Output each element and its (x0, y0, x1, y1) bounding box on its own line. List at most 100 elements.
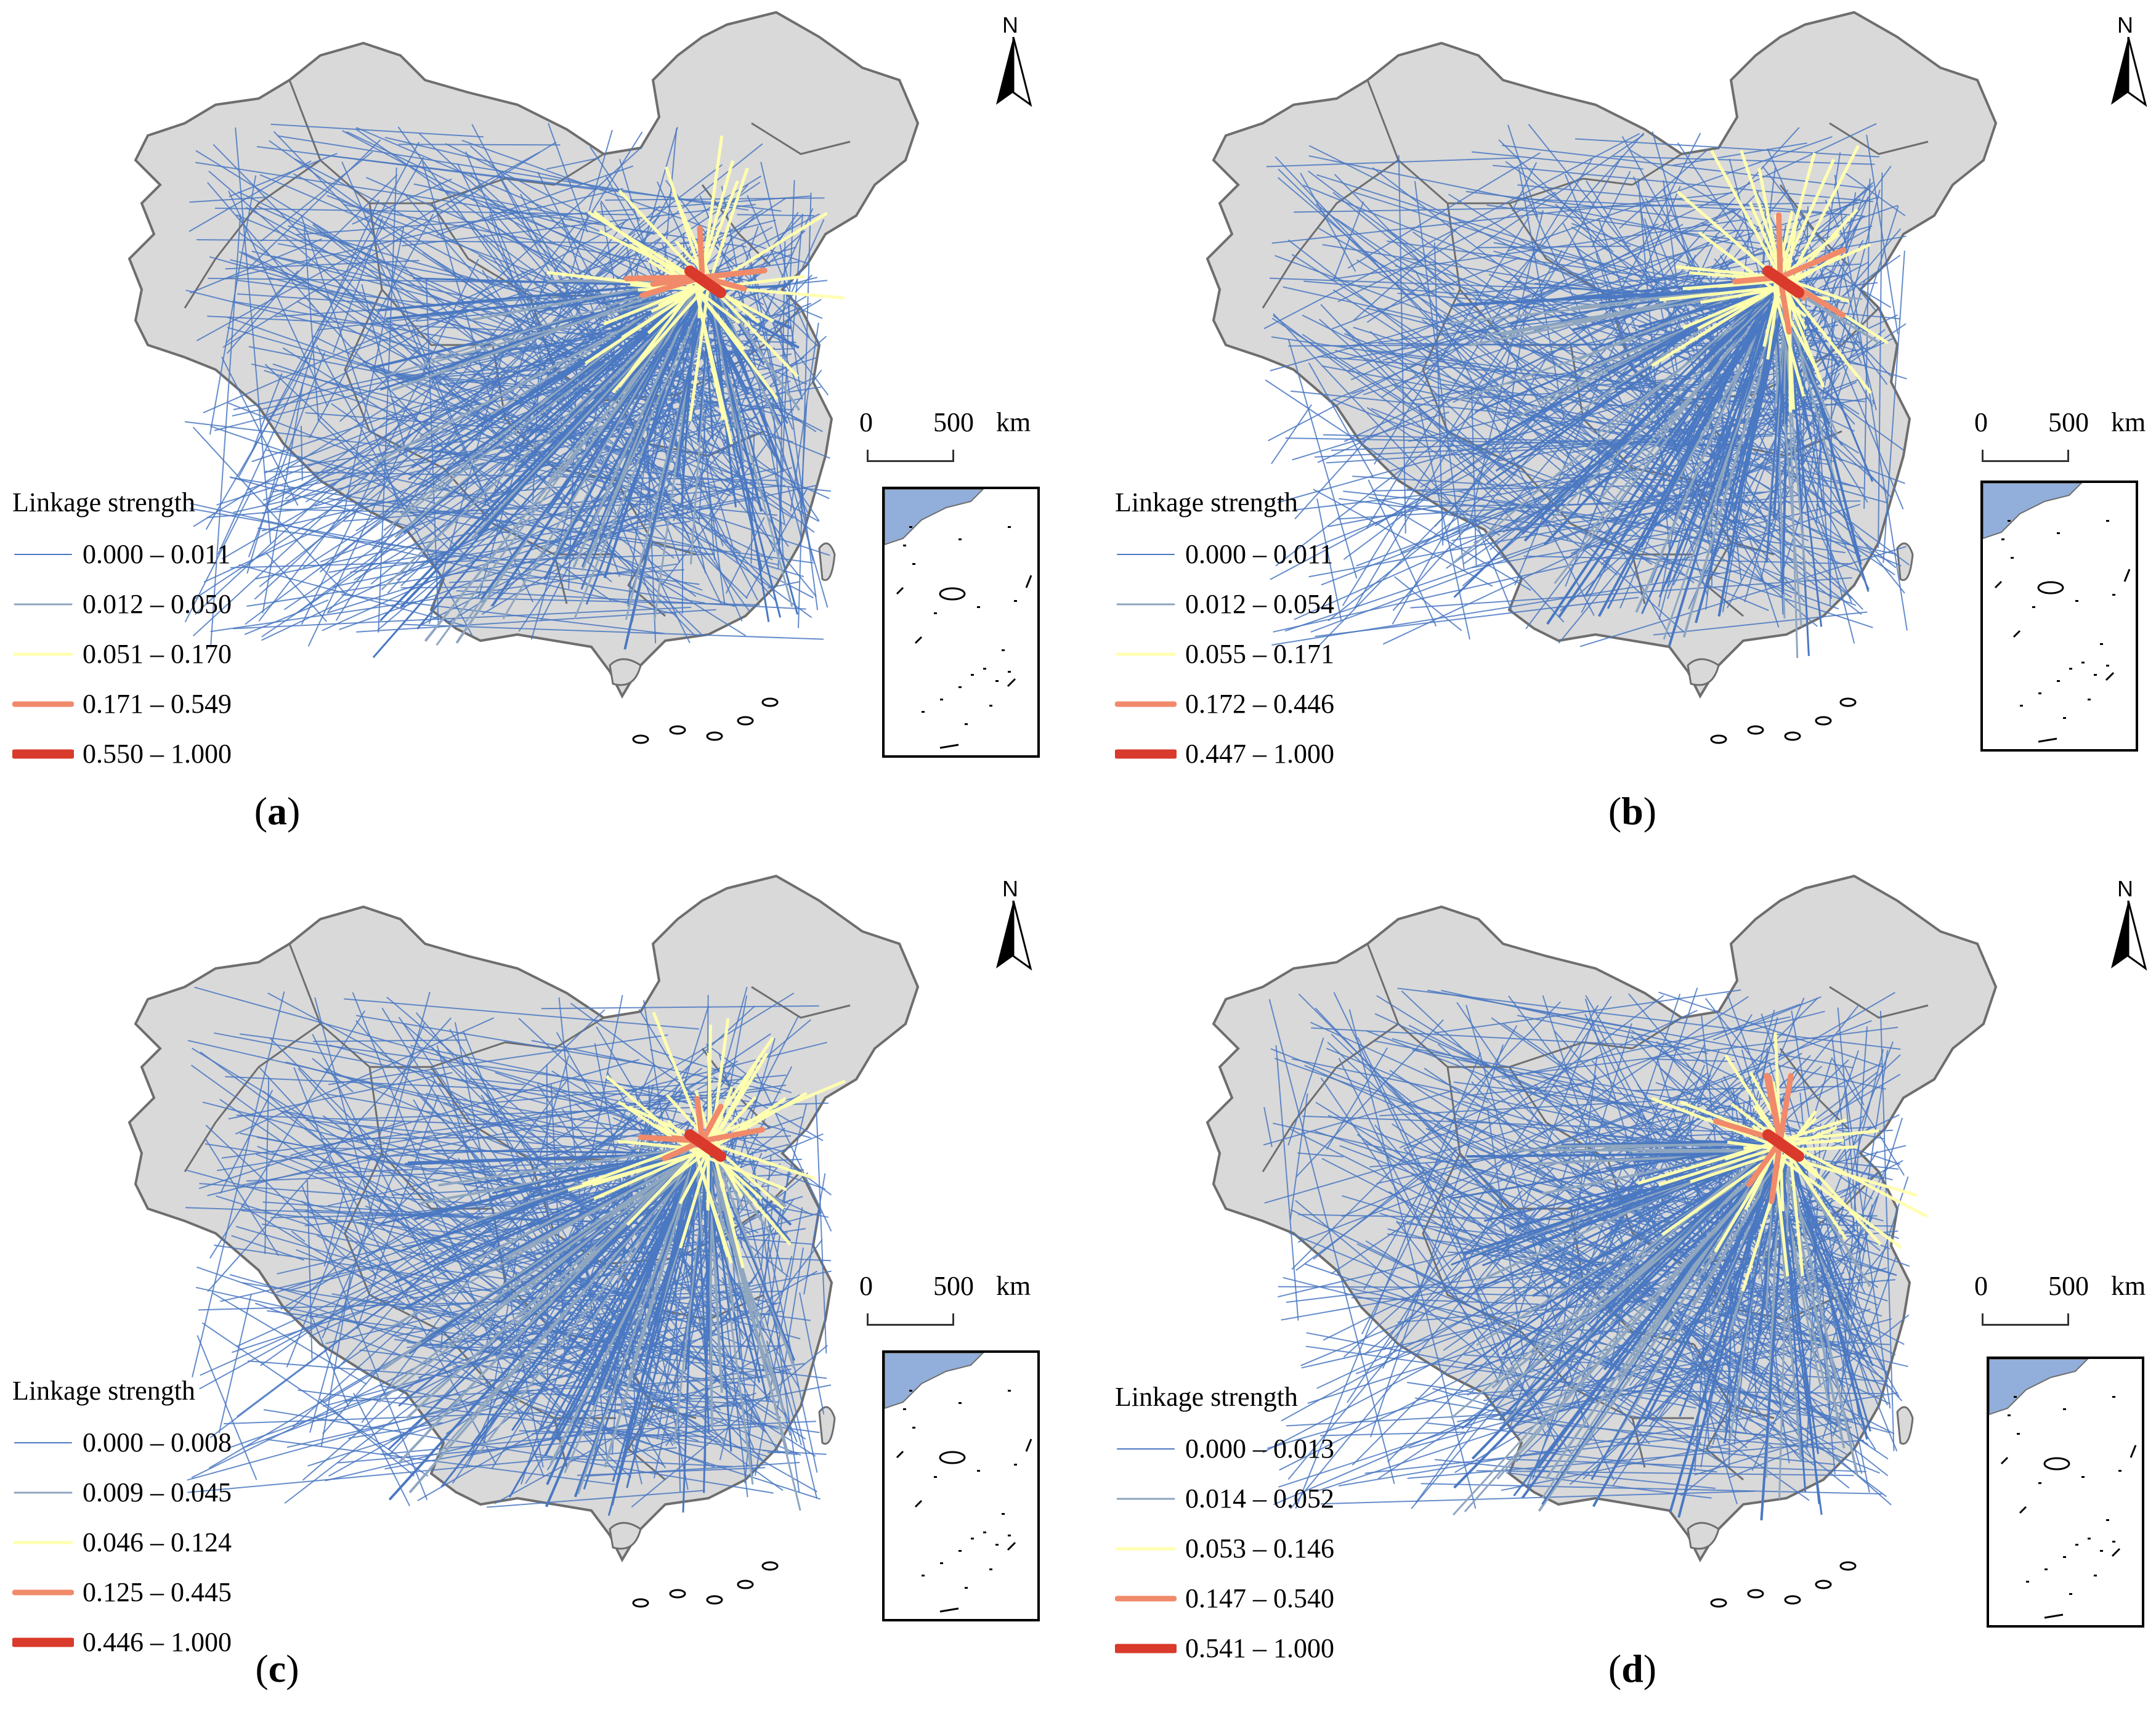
linkage-line-class-1 (1294, 201, 1858, 213)
linkage-line-class-1 (1673, 1351, 1747, 1407)
linkage-line-class-4 (697, 225, 705, 280)
linkage-line-class-2 (391, 276, 703, 392)
legend-swatch (12, 1637, 74, 1647)
linkage-line-class-2 (577, 1153, 697, 1495)
legend-item: 0.012 – 0.054 (1115, 579, 1386, 629)
linkage-line-class-1 (1653, 611, 1868, 636)
linkage-line-class-2 (1643, 1150, 1788, 1422)
linkage-line-class-1 (213, 144, 696, 637)
inset-dash-line (1007, 678, 1016, 688)
linkage-line-class-1 (1300, 1191, 1713, 1366)
inset-island (1008, 1390, 1011, 1392)
inset-dash-line (2000, 1456, 2009, 1465)
linkage-line-class-2 (394, 1143, 712, 1284)
inset-island (2069, 1593, 2072, 1595)
linkage-line-class-1 (1356, 379, 1858, 567)
linkage-line-class-5 (684, 1129, 726, 1162)
inset-dash-line (914, 636, 923, 644)
linkage-line-class-1 (197, 239, 699, 244)
linkage-line-class-1 (1486, 1109, 1525, 1358)
linkage-line-class-2 (1632, 1149, 1787, 1155)
linkage-line-class-1 (237, 280, 444, 307)
inset-island (2008, 520, 2011, 522)
linkage-line-class-1 (1816, 1315, 1857, 1425)
island-mark (632, 1598, 649, 1608)
legend-swatch (1116, 652, 1176, 655)
island-mark (737, 1580, 754, 1589)
linkage-line-class-1 (1845, 1089, 1891, 1409)
linkage-line-class-1 (355, 1015, 652, 1066)
legend-swatch (14, 603, 73, 605)
linkage-line-class-2 (1591, 1150, 1788, 1479)
legend-item: 0.051 – 0.170 (12, 629, 283, 679)
linkage-line-class-1 (1363, 1025, 1518, 1291)
linkage-line-class-2 (387, 1149, 710, 1450)
linkage-line-class-1 (271, 508, 705, 519)
linkage-line-class-1 (296, 195, 811, 235)
linkage-line-class-1 (570, 1002, 832, 1196)
legend-swatch (12, 749, 74, 758)
linkage-line-class-1 (243, 252, 758, 497)
linkage-line-class-2 (1550, 279, 1791, 521)
linkage-line-class-1 (577, 1467, 766, 1476)
linkage-line-class-1 (1376, 498, 1531, 591)
linkage-line-class-1 (1882, 250, 1905, 563)
inset-dash-line (896, 586, 904, 595)
inset-island (2020, 705, 2023, 707)
legend-label: 0.000 – 0.008 (83, 1427, 232, 1458)
linkage-line-class-1 (752, 1065, 832, 1232)
island-mark (706, 1595, 723, 1605)
linkage-line-class-1 (261, 287, 778, 638)
inset-dash-line (914, 1499, 923, 1508)
linkage-line-class-1 (737, 214, 815, 217)
linkage-line-class-1 (355, 127, 646, 252)
inset-island (2038, 1482, 2041, 1484)
linkage-line-class-1 (1327, 1041, 1624, 1322)
linkage-line-class-2 (1733, 286, 1788, 513)
linkage-line-class-2 (378, 1143, 712, 1403)
legend-item: 0.000 – 0.011 (1115, 529, 1386, 579)
inset-island (2032, 606, 2035, 608)
linkage-line-class-1 (766, 1341, 791, 1436)
linkage-line-class-1 (1602, 432, 1804, 547)
legend-title: Linkage strength (1115, 487, 1298, 517)
linkage-line-class-1 (1292, 411, 1449, 461)
linkage-line-class-1 (1320, 1490, 1755, 1505)
linkage-line-class-1 (1344, 333, 1902, 567)
linkage-line-class-1 (1263, 1106, 1273, 1148)
legend-item: 0.550 – 1.000 (12, 729, 283, 779)
linkage-network (1263, 123, 1910, 659)
linkage-line-class-1 (198, 1121, 405, 1190)
inset-dash-line (939, 744, 959, 749)
linkage-line-class-4 (694, 1095, 705, 1144)
inset-island (2112, 594, 2115, 596)
scale-bar: 0 500 km (859, 1270, 1081, 1344)
linkage-line-class-1 (344, 998, 699, 1030)
linkage-line-class-1 (207, 182, 315, 308)
linkage-line-class-1 (344, 1376, 767, 1402)
linkage-line-class-1 (1433, 242, 1444, 546)
linkage-line-class-1 (228, 190, 328, 407)
linkage-line-class-1 (246, 349, 314, 574)
linkage-line-class-1 (1344, 328, 1685, 633)
linkage-line-class-2 (1475, 1143, 1790, 1291)
linkage-line-class-1 (1371, 408, 1634, 510)
linkage-line-class-1 (1291, 390, 1688, 432)
linkage-line-class-3 (707, 167, 749, 287)
inset-dash-line (2130, 1445, 2137, 1458)
linkage-line-class-1 (1374, 1040, 1885, 1140)
island-mark (1784, 731, 1801, 741)
linkage-line-class-5 (1762, 1129, 1804, 1162)
linkage-line-class-1 (1469, 210, 1544, 525)
linkage-line-class-2 (469, 1149, 710, 1411)
linkage-line-class-1 (190, 1065, 784, 1491)
linkage-line-class-5 (1762, 266, 1804, 298)
legend-label: 0.051 – 0.170 (83, 639, 232, 669)
inset-island (2081, 662, 2085, 663)
legend-item: 0.014 – 0.052 (1115, 1474, 1386, 1523)
legend-label: 0.000 – 0.011 (83, 539, 231, 569)
linkage-line-class-2 (710, 280, 780, 426)
linkage-line-class-1 (398, 144, 561, 146)
inset-island (2118, 1470, 2122, 1472)
linkage-line-class-1 (1516, 1021, 1594, 1227)
